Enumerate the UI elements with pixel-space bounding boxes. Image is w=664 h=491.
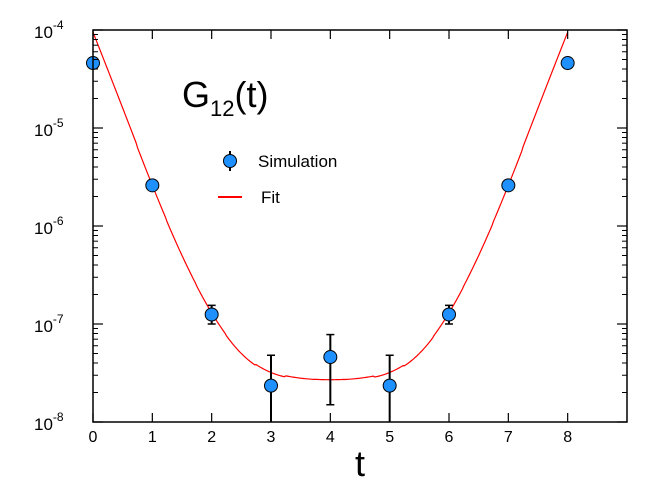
chart-title: G12(t): [182, 74, 268, 121]
simulation-point: [264, 378, 278, 393]
y-axis-ticks: 10-4 10-5 10-6 10-7 10-8: [34, 18, 627, 434]
legend-simulation-label: Simulation: [258, 152, 337, 171]
legend-simulation-marker: [223, 154, 237, 168]
simulation-point: [204, 307, 219, 322]
y-tick-label: 10-6: [34, 214, 64, 238]
x-tick-label: 7: [504, 429, 513, 446]
title-subscript: 12: [210, 96, 234, 121]
simulation-points-layer: [86, 56, 575, 393]
y-tick-label: 10-7: [34, 312, 64, 336]
simulation-point: [323, 350, 338, 365]
x-tick-label: 8: [563, 429, 572, 446]
x-tick-label: 2: [207, 429, 216, 446]
x-tick-label: 5: [385, 429, 394, 446]
simulation-point: [382, 378, 397, 393]
simulation-point: [145, 178, 160, 193]
simulation-point: [501, 178, 516, 193]
x-tick-label: 6: [445, 429, 454, 446]
x-tick-label: 1: [148, 429, 157, 446]
x-tick-label: 0: [89, 429, 98, 446]
simulation-point: [560, 56, 575, 71]
simulation-point: [442, 307, 456, 322]
title-tail: (t): [235, 74, 269, 115]
y-tick-label: 10-8: [34, 410, 64, 434]
x-axis-label: t: [355, 443, 365, 484]
y-tick-label: 10-4: [34, 18, 64, 42]
legend: Simulation Fit: [218, 151, 337, 207]
x-tick-label: 4: [326, 429, 335, 446]
x-tick-label: 3: [267, 429, 276, 446]
y-tick-label: 10-5: [34, 116, 64, 140]
legend-fit-label: Fit: [261, 188, 280, 207]
title-main: G: [182, 74, 210, 115]
